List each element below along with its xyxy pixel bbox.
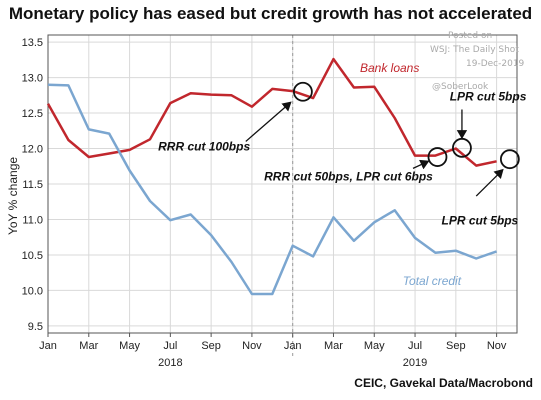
watermark-handle: @SoberLook xyxy=(432,82,489,92)
event-arrow xyxy=(245,101,292,142)
x-tick-label: Sep xyxy=(201,340,221,352)
x-tick-label: Jul xyxy=(408,340,422,352)
y-axis-label: YoY % change xyxy=(6,157,20,235)
y-tick-label: 10.5 xyxy=(22,250,43,262)
year-label: 2018 xyxy=(158,357,182,369)
event-label: LPR cut 5bps xyxy=(442,213,519,227)
x-tick-label: May xyxy=(119,340,140,352)
y-tick-label: 12.5 xyxy=(22,108,43,120)
y-tick-label: 11.0 xyxy=(22,214,43,226)
y-tick-label: 13.0 xyxy=(22,73,43,85)
y-tick-label: 9.5 xyxy=(28,321,43,333)
chart-title: Monetary policy has eased but credit gro… xyxy=(8,4,533,23)
x-tick-label: Jul xyxy=(163,340,177,352)
event-arrow xyxy=(412,159,430,170)
y-tick-label: 11.5 xyxy=(22,179,43,191)
x-tick-label: Mar xyxy=(79,340,98,352)
axis-layer: 9.5 10.0 10.5 11.0 11.5 12.0 12.5 13.0 13.5 Jan Ma… xyxy=(22,34,518,369)
x-tick-label: Jan xyxy=(39,340,57,352)
event-circle xyxy=(292,81,313,102)
total-credit-label: Total credit xyxy=(403,274,462,288)
bank-loans-label: Bank loans xyxy=(360,61,419,75)
y-tick-label: 12.0 xyxy=(22,144,43,156)
watermark-source: WSJ: The Daily Shot xyxy=(430,45,519,55)
annotation-layer: Bank loans Total credit RRR cut 100bps RRR … xyxy=(158,61,527,288)
y-tick-label: 10.0 xyxy=(22,285,43,297)
x-tick-label: Jan xyxy=(284,340,302,352)
x-tick-label: Sep xyxy=(446,340,466,352)
x-tick-label: Nov xyxy=(487,340,507,352)
year-label: 2019 xyxy=(403,357,427,369)
bank-loans-line xyxy=(46,57,497,167)
watermark-date: 19-Dec-2019 xyxy=(466,59,525,69)
source-note: CEIC, Gavekal Data/Macrobond xyxy=(354,376,533,390)
series-layer xyxy=(46,57,498,296)
plot-frame xyxy=(47,34,518,334)
event-label: LPR cut 5bps xyxy=(450,89,527,103)
x-tick-label: Nov xyxy=(242,340,262,352)
event-circle xyxy=(499,149,520,170)
event-label: RRR cut 50bps, LPR cut 6bps xyxy=(264,169,433,183)
y-tick-label: 13.5 xyxy=(22,37,43,49)
event-arrow xyxy=(475,168,504,197)
x-tick-label: Mar xyxy=(324,340,343,352)
event-circle xyxy=(427,147,448,167)
event-label: RRR cut 100bps xyxy=(158,140,250,154)
watermark-posted: Posted on xyxy=(448,31,493,41)
x-tick-label: May xyxy=(364,340,385,352)
total-credit-line xyxy=(47,83,498,296)
